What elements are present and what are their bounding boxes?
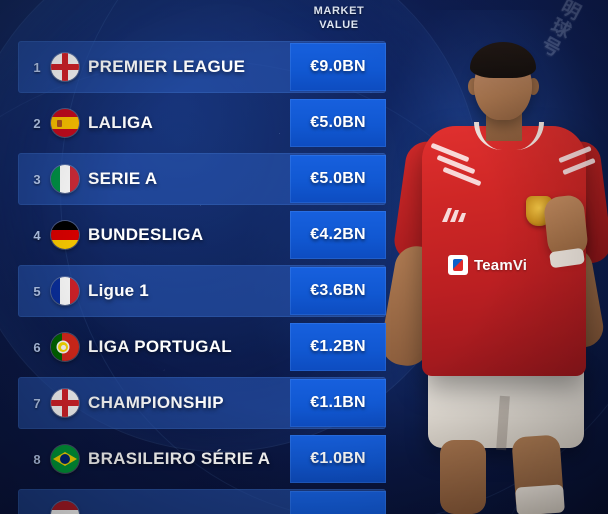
table-row[interactable]: 2 LALIGA €5.0BN [0,95,390,151]
market-value-column-header: MARKET VALUE [293,4,385,32]
row-league-name: BUNDESLIGA [88,225,204,244]
ear-left [468,78,479,95]
shorts [428,362,584,448]
netherlands-flag-icon [51,501,79,514]
row-rank: 7 [33,395,41,411]
row-market-value: €1.1BN [290,379,386,427]
italy-flag-icon [51,165,79,193]
row-league-name: PREMIER LEAGUE [88,57,246,76]
sponsor-text: TeamVi [474,256,528,274]
germany-flag-icon [51,221,79,249]
market-value-header-line2: VALUE [319,19,359,31]
row-league-name [88,487,290,514]
brazil-flag-icon [51,445,79,473]
table-row[interactable]: 6 LIGA PORTUGAL €1.2BN [0,319,390,375]
row-rank: 1 [33,59,41,75]
hair [470,42,536,78]
sponsor-logo-icon [448,255,468,275]
row-rank: 8 [33,451,41,467]
market-value-header-line1: MARKET [313,5,365,17]
row-market-value: €5.0BN [290,155,386,203]
spain-flag-icon [51,109,79,137]
row-rank: 4 [33,227,41,243]
player-photo: TeamVi [378,0,608,514]
england-flag-icon [51,53,79,81]
row-market-value: €1.2BN [290,323,386,371]
england-flag-icon [51,389,79,417]
row-league-name: SERIE A [88,169,158,188]
table-row[interactable]: 1 PREMIER LEAGUE €9.0BN [0,39,390,95]
portugal-flag-icon [51,333,79,361]
row-market-value: €5.0BN [290,99,386,147]
france-flag-icon [51,277,79,305]
row-market-value: €4.2BN [290,211,386,259]
table-row[interactable]: 4 BUNDESLIGA €4.2BN [0,207,390,263]
table-row[interactable]: 8 BRASILEIRO SÉRIE A €1.0BN [0,431,390,487]
leg-left [440,440,486,514]
row-market-value: €3.6BN [290,267,386,315]
row-rank: 5 [33,283,41,299]
jersey-sponsor: TeamVi [448,254,568,276]
table-row-partial[interactable]: 9 [0,487,390,514]
row-league-name: LIGA PORTUGAL [88,337,232,356]
row-rank: 2 [33,115,41,131]
row-league-name: BRASILEIRO SÉRIE A [88,449,271,468]
row-market-value [290,491,386,514]
adidas-icon [440,206,470,222]
row-league-name: CHAMPIONSHIP [88,393,224,412]
league-ranking-table: 1 PREMIER LEAGUE €9.0BN 2 LALIGA €5.0BN … [0,39,390,514]
row-league-name: Ligue 1 [88,281,149,300]
row-rank: 6 [33,339,41,355]
table-row[interactable]: 3 SERIE A €5.0BN [0,151,390,207]
row-rank: 3 [33,171,41,187]
row-league-name: LALIGA [88,113,154,132]
sock [515,484,565,514]
table-row[interactable]: 5 Ligue 1 €3.6BN [0,263,390,319]
row-market-value: €9.0BN [290,43,386,91]
row-market-value: €1.0BN [290,435,386,483]
ear-right [528,78,539,95]
table-row[interactable]: 7 CHAMPIONSHIP €1.1BN [0,375,390,431]
